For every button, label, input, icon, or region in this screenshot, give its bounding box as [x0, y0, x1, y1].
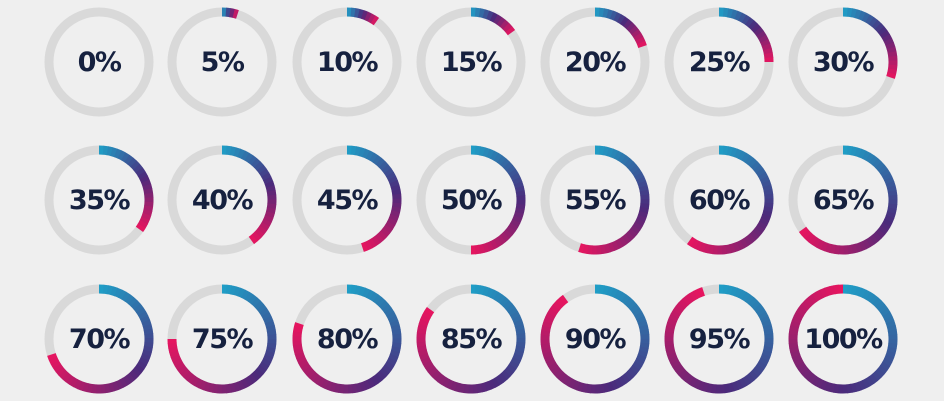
progress-ring: 20%	[533, 0, 657, 124]
progress-ring-label: 70%	[37, 277, 161, 401]
progress-ring-label: 90%	[533, 277, 657, 401]
progress-ring: 85%	[409, 277, 533, 401]
progress-ring-label: 60%	[657, 138, 781, 262]
progress-ring: 50%	[409, 138, 533, 262]
progress-ring-label: 30%	[781, 0, 905, 124]
progress-ring: 10%	[285, 0, 409, 124]
progress-ring-label: 20%	[533, 0, 657, 124]
progress-ring: 75%	[160, 277, 284, 401]
progress-ring: 35%	[37, 138, 161, 262]
progress-ring: 95%	[657, 277, 781, 401]
progress-ring: 90%	[533, 277, 657, 401]
progress-ring: 100%	[781, 277, 905, 401]
progress-ring-label: 35%	[37, 138, 161, 262]
progress-ring-label: 45%	[285, 138, 409, 262]
progress-ring: 25%	[657, 0, 781, 124]
progress-ring: 15%	[409, 0, 533, 124]
progress-ring-label: 65%	[781, 138, 905, 262]
progress-ring: 5%	[160, 0, 284, 124]
progress-ring: 40%	[160, 138, 284, 262]
progress-ring: 0%	[37, 0, 161, 124]
progress-ring-label: 75%	[160, 277, 284, 401]
progress-ring: 45%	[285, 138, 409, 262]
progress-ring-label: 10%	[285, 0, 409, 124]
progress-ring-label: 50%	[409, 138, 533, 262]
progress-ring-label: 0%	[37, 0, 161, 124]
progress-ring: 65%	[781, 138, 905, 262]
progress-ring-label: 15%	[409, 0, 533, 124]
progress-ring-label: 95%	[657, 277, 781, 401]
progress-ring-label: 100%	[781, 277, 905, 401]
progress-ring-label: 80%	[285, 277, 409, 401]
progress-ring-label: 25%	[657, 0, 781, 124]
progress-ring: 80%	[285, 277, 409, 401]
progress-ring-label: 5%	[160, 0, 284, 124]
progress-ring-label: 55%	[533, 138, 657, 262]
progress-ring: 60%	[657, 138, 781, 262]
progress-ring: 55%	[533, 138, 657, 262]
progress-ring-label: 40%	[160, 138, 284, 262]
progress-ring-label: 85%	[409, 277, 533, 401]
progress-ring: 70%	[37, 277, 161, 401]
progress-ring: 30%	[781, 0, 905, 124]
